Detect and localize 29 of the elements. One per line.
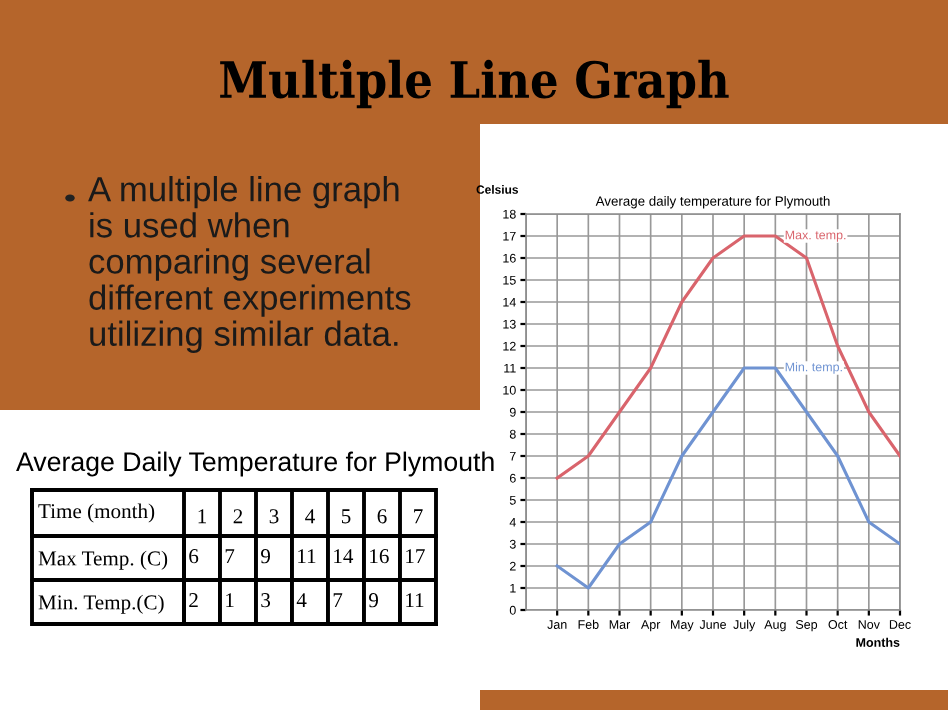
x-tick-label: 4 bbox=[305, 509, 315, 524]
line-series bbox=[555, 366, 900, 590]
x-tick-label: 7 bbox=[414, 509, 423, 524]
text: A multiple line graph is used when comparing several different experiments utilizing similar data. bbox=[88, 176, 411, 353]
text: Multiple Line Graph bbox=[220, 59, 729, 109]
data-label: 3 bbox=[261, 593, 271, 608]
data-label: 11 bbox=[298, 549, 316, 564]
data-label: 9 bbox=[369, 593, 379, 608]
x-axis-title: Time (month) bbox=[38, 503, 155, 523]
data-label: 2 bbox=[189, 593, 198, 608]
data-label: 7 bbox=[333, 593, 343, 608]
data-label: 14 bbox=[334, 549, 354, 564]
x-tick-label: 2 bbox=[233, 509, 243, 524]
data-label: 9 bbox=[261, 549, 271, 564]
data-label: 11 bbox=[406, 593, 424, 608]
data-label: 6 bbox=[189, 549, 199, 564]
data-label: 1 bbox=[226, 593, 234, 608]
data-label: 17 bbox=[406, 549, 425, 564]
x-tick-label: 5 bbox=[341, 509, 351, 524]
x-tick-label: 6 bbox=[377, 509, 387, 524]
data-label: 16 bbox=[370, 549, 389, 564]
data-label: 7 bbox=[225, 549, 235, 564]
x-tick-label: 1 bbox=[198, 509, 207, 524]
y-tick-label: Min. Temp.(C) bbox=[38, 594, 164, 614]
data-label: 4 bbox=[296, 593, 307, 608]
y-tick-label: Max Temp. (C) bbox=[38, 550, 168, 570]
chart-title: Average Daily Temperature for Plymouth bbox=[16, 451, 494, 477]
x-tick-label: 3 bbox=[269, 509, 279, 524]
line-series bbox=[555, 234, 900, 480]
